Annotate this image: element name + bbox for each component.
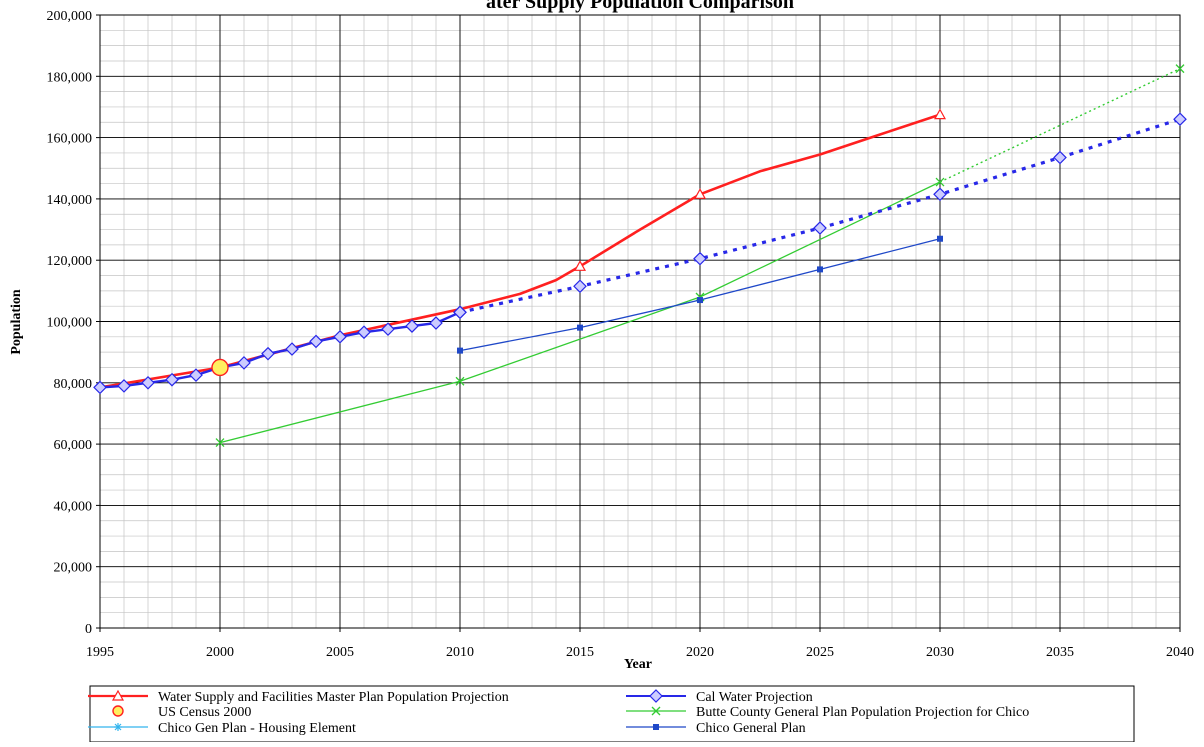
data-point <box>937 235 943 242</box>
data-point <box>93 380 107 395</box>
x-tick-label: 2040 <box>1166 645 1194 660</box>
data-point <box>1173 112 1187 127</box>
y-tick-label: 60,000 <box>54 438 93 453</box>
data-point <box>573 279 587 294</box>
y-tick-label: 180,000 <box>47 70 93 85</box>
x-stroke <box>935 177 945 187</box>
x-tick-label: 2015 <box>566 645 594 660</box>
data-point <box>933 108 947 120</box>
legend-marker <box>111 689 125 701</box>
x-axis-ticks: 1995 2000 2005 2010 2015 2020 2025 2030 2035 2040 <box>86 628 1194 660</box>
data-point <box>693 188 707 199</box>
legend-item: Cal Water Projection <box>626 689 813 705</box>
data-point <box>141 375 155 390</box>
data-point <box>453 305 467 320</box>
legend-label: Butte County General Plan Population Pro… <box>696 705 1029 720</box>
x-tick-label: 2020 <box>686 645 714 660</box>
data-point <box>1053 150 1067 165</box>
series-4 <box>215 177 945 448</box>
x-stroke <box>1175 64 1185 74</box>
legend: Water Supply and Facilities Master Plan … <box>88 689 1029 736</box>
legend-marker <box>651 706 661 716</box>
data-point <box>405 319 419 333</box>
legend-marker <box>114 723 122 731</box>
legend-label: Cal Water Projection <box>696 690 813 705</box>
series-1 <box>93 305 467 395</box>
x-stroke <box>215 438 225 448</box>
series-7 <box>457 235 943 354</box>
legend-marker <box>653 724 659 730</box>
data-point <box>215 438 225 448</box>
y-tick-label: 80,000 <box>54 377 93 392</box>
y-tick-label: 0 <box>85 622 92 637</box>
legend-label: Water Supply and Facilities Master Plan … <box>158 690 509 705</box>
legend-label: Chico General Plan <box>696 721 806 736</box>
legend-box <box>89 685 1135 743</box>
data-point <box>237 356 251 370</box>
data-point <box>357 325 371 340</box>
data-point <box>261 346 275 361</box>
data-point <box>309 334 323 349</box>
y-tick-label: 140,000 <box>47 193 93 208</box>
x-tick-label: 2025 <box>806 645 834 660</box>
series-layer <box>93 64 1187 448</box>
data-point <box>813 221 827 235</box>
data-point <box>165 372 179 387</box>
legend-label: US Census 2000 <box>158 705 251 720</box>
data-point <box>285 342 299 356</box>
y-tick-label: 100,000 <box>47 316 93 331</box>
series-line <box>99 311 461 389</box>
legend-marker <box>112 705 124 717</box>
y-tick-label: 40,000 <box>54 499 93 514</box>
data-point <box>457 347 463 354</box>
data-point <box>573 260 587 271</box>
legend-item: US Census 2000 <box>112 705 251 720</box>
data-point <box>429 316 443 330</box>
data-point <box>577 324 583 331</box>
y-tick-label: 20,000 <box>54 561 93 576</box>
data-point <box>117 379 131 393</box>
data-point <box>693 251 707 266</box>
y-tick-label: 200,000 <box>47 9 93 24</box>
data-point <box>933 187 947 202</box>
asterisk-stroke <box>114 723 122 731</box>
data-point <box>333 329 347 344</box>
data-point <box>455 376 465 386</box>
y-tick-label: 120,000 <box>47 254 93 269</box>
data-point <box>697 297 703 304</box>
series-line <box>939 67 1181 183</box>
chart-title: ater Supply Population Comparison <box>486 0 794 13</box>
legend-item: Chico Gen Plan - Housing Element <box>88 721 356 736</box>
legend-item: Butte County General Plan Population Pro… <box>626 705 1029 720</box>
x-stroke <box>455 376 465 386</box>
data-point <box>211 358 229 377</box>
x-tick-label: 2000 <box>206 645 234 660</box>
data-point <box>381 322 395 337</box>
legend-item: Water Supply and Facilities Master Plan … <box>88 689 509 705</box>
series-line <box>219 181 941 444</box>
data-point <box>1175 64 1185 74</box>
x-stroke <box>651 706 661 716</box>
y-axis-label: Population <box>9 289 24 355</box>
data-point <box>817 266 823 273</box>
x-tick-label: 2035 <box>1046 645 1074 660</box>
series-5 <box>939 64 1185 183</box>
x-tick-label: 2005 <box>326 645 354 660</box>
x-tick-label: 2030 <box>926 645 954 660</box>
data-point <box>189 368 203 382</box>
series-3 <box>211 358 229 377</box>
legend-item: Chico General Plan <box>626 721 806 736</box>
x-tick-label: 1995 <box>86 645 114 660</box>
y-tick-label: 160,000 <box>47 132 93 147</box>
legend-marker <box>649 689 663 703</box>
data-point <box>935 177 945 187</box>
x-axis-label: Year <box>624 657 652 672</box>
x-tick-label: 2010 <box>446 645 474 660</box>
legend-label: Chico Gen Plan - Housing Element <box>158 721 356 736</box>
y-axis-ticks: 0 20,000 40,000 60,000 80,000 100,000 120,000 1… <box>47 9 100 637</box>
